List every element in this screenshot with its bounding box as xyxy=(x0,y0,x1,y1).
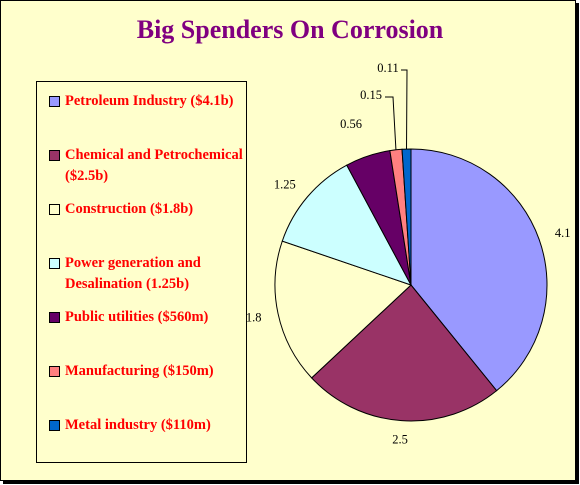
pie-slice-chemical xyxy=(310,284,498,422)
data-label-petroleum: 4.1 xyxy=(555,226,571,240)
legend-label-construction: Construction ($1.8b) xyxy=(65,201,194,217)
legend-label-petroleum: Petroleum Industry ($4.1b) xyxy=(65,93,234,109)
legend-label-metal: Metal industry ($110m) xyxy=(65,417,211,433)
legend-swatch-manufacturing xyxy=(49,366,60,377)
pie-slice-petroleum xyxy=(410,148,548,392)
legend-swatch-chemical xyxy=(49,150,60,161)
legend-swatch-utilities xyxy=(49,312,60,323)
legend-label-power: Power generation and Desalination (1.25b… xyxy=(65,255,201,292)
legend: Petroleum Industry ($4.1b) Chemical and … xyxy=(36,81,247,463)
leader-line-manufacturing xyxy=(385,96,397,150)
data-label-utilities: 0.56 xyxy=(340,117,362,131)
legend-swatch-metal xyxy=(49,420,60,431)
legend-item-construction: Construction ($1.8b) xyxy=(49,199,244,220)
legend-item-utilities: Public utilities ($560m) xyxy=(49,307,244,328)
legend-swatch-construction xyxy=(49,204,60,215)
legend-label-chemical: Chemical and Petrochemical ($2.5b) xyxy=(65,147,243,184)
legend-label-utilities: Public utilities ($560m) xyxy=(65,309,209,325)
pie-slice-construction xyxy=(274,240,412,379)
leader-line-metal xyxy=(401,69,408,150)
legend-label-manufacturing: Manufacturing ($150m) xyxy=(65,363,214,379)
legend-item-chemical: Chemical and Petrochemical ($2.5b) xyxy=(49,145,244,187)
legend-item-manufacturing: Manufacturing ($150m) xyxy=(49,361,244,382)
data-label-construction: 1.8 xyxy=(246,311,262,325)
legend-swatch-petroleum xyxy=(49,96,60,107)
data-label-manufacturing: 0.15 xyxy=(360,88,382,102)
data-label-power: 1.25 xyxy=(274,178,296,192)
data-label-chemical: 2.5 xyxy=(392,433,408,447)
chart-title: Big Spenders On Corrosion xyxy=(136,15,444,44)
legend-swatch-power xyxy=(49,258,60,269)
legend-item-power: Power generation and Desalination (1.25b… xyxy=(49,253,244,295)
data-label-metal: 0.11 xyxy=(377,61,398,75)
pie-slice-power xyxy=(281,164,413,286)
legend-item-metal: Metal industry ($110m) xyxy=(49,415,244,436)
legend-item-petroleum: Petroleum Industry ($4.1b) xyxy=(49,91,244,112)
